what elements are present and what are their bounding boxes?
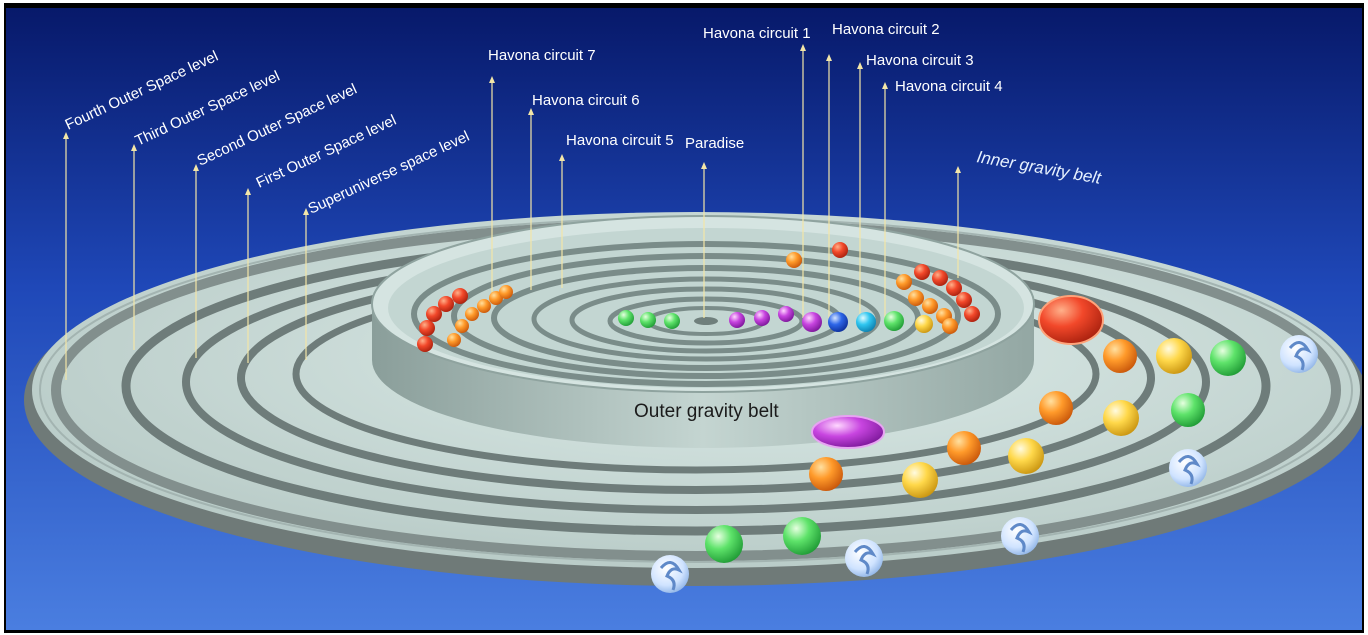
frame-right-border (1362, 3, 1364, 633)
outer-space-galaxies (651, 335, 1318, 593)
label-outer-gravity-belt: Outer gravity belt (634, 401, 779, 422)
label-paradise: Paradise (685, 135, 744, 152)
label-havona-circuit-1: Havona circuit 1 (703, 25, 811, 42)
havona-worlds-right (786, 242, 980, 334)
label-havona-circuit-5: Havona circuit 5 (566, 132, 674, 149)
frame-bottom-border (4, 630, 1364, 633)
frame-top-border (4, 3, 1364, 8)
label-havona-circuit-6: Havona circuit 6 (532, 92, 640, 109)
pointer-lines (63, 44, 961, 380)
label-havona-circuit-3: Havona circuit 3 (866, 52, 974, 69)
superuniverse-spheres (705, 295, 1246, 563)
paradise-center (694, 317, 718, 325)
cosmos-illustration: Fourth Outer Space level Third Outer Spa… (6, 8, 1362, 630)
label-havona-circuit-4: Havona circuit 4 (895, 78, 1003, 95)
circuit-spheres-inner (618, 306, 904, 332)
havona-worlds-left (417, 285, 513, 352)
label-havona-circuit-7: Havona circuit 7 (488, 47, 596, 64)
frame-left-border (4, 3, 6, 633)
label-havona-circuit-2: Havona circuit 2 (832, 21, 940, 38)
